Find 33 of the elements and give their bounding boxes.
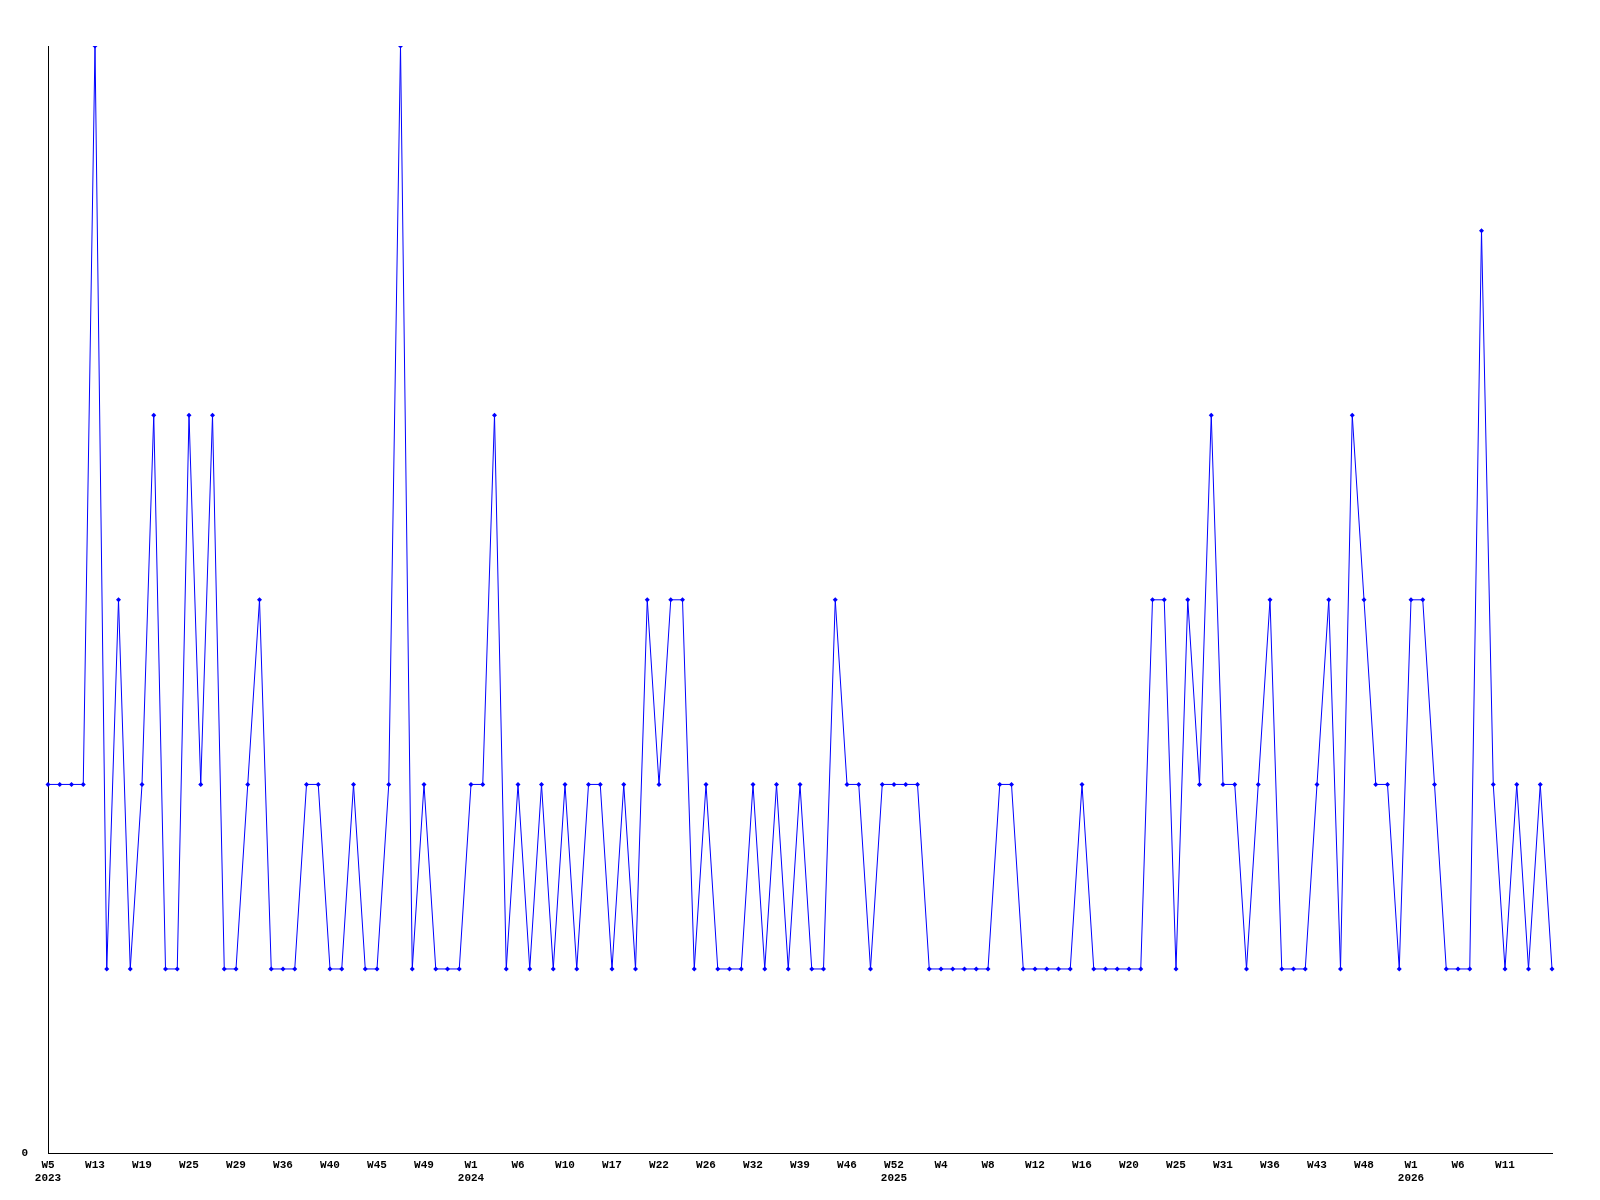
- x-tick-label: W43: [1307, 1158, 1328, 1171]
- x-tick-label: W32: [743, 1158, 763, 1171]
- x-tick-label: W4: [934, 1158, 948, 1171]
- x-tick-label: W1 2026: [1397, 1158, 1425, 1185]
- text: 0: [21, 1147, 28, 1160]
- x-tick-label: W49: [414, 1158, 434, 1171]
- x-tick-label: W36: [273, 1158, 293, 1171]
- x-tick-label: W31: [1213, 1158, 1234, 1171]
- x-tick-label: W25: [1166, 1158, 1187, 1171]
- x-tick-label: W17: [602, 1158, 622, 1171]
- x-tick-label: W25: [179, 1158, 200, 1171]
- x-tick-label: W13: [85, 1158, 106, 1171]
- x-tick-label: W10: [555, 1158, 575, 1171]
- x-tick-label: W8: [981, 1158, 995, 1171]
- x-tick-label: W45: [367, 1158, 388, 1171]
- x-tick-label: W36: [1260, 1158, 1280, 1171]
- x-tick-label: W46: [837, 1158, 857, 1171]
- x-tick-label: W6: [511, 1158, 525, 1171]
- x-tick-label: W12: [1025, 1158, 1045, 1171]
- x-tick-label: W29: [226, 1158, 246, 1171]
- x-tick-label: W5 2023: [34, 1158, 62, 1185]
- x-tick-label: W52 2025: [880, 1158, 908, 1185]
- x-tick-label: W6: [1451, 1158, 1465, 1171]
- x-tick-label: W22: [649, 1158, 669, 1171]
- x-tick-label: W39: [790, 1158, 810, 1171]
- x-tick-label: W11: [1495, 1158, 1516, 1171]
- x-tick-label: W19: [132, 1158, 152, 1171]
- x-tick-label: W1 2024: [457, 1158, 485, 1185]
- x-tick-label: W16: [1072, 1158, 1092, 1171]
- x-tick-label: W26: [696, 1158, 716, 1171]
- x-tick-label: W40: [320, 1158, 340, 1171]
- x-tick-label: W48: [1354, 1158, 1375, 1171]
- x-tick-label: W20: [1119, 1158, 1139, 1171]
